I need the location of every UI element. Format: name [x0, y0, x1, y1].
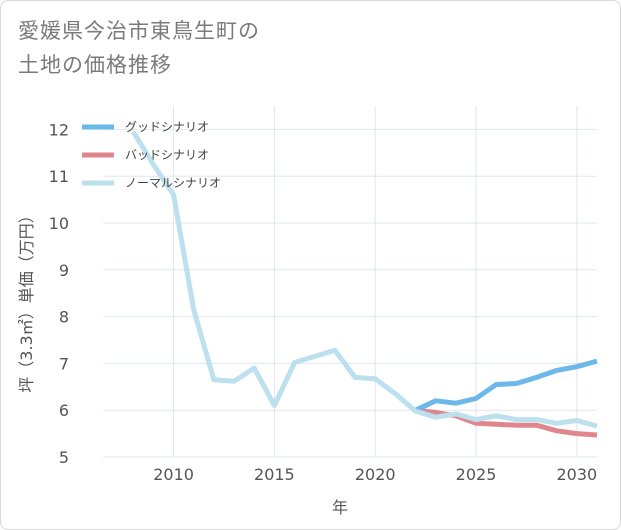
- y-tick-labels: 5 6 7 8 9 10 11 12: [49, 120, 69, 467]
- legend-label: バッドシナリオ: [125, 148, 209, 162]
- y-tick-label: 12: [49, 120, 69, 139]
- plot-area: [103, 106, 597, 457]
- series-lines: [131, 130, 598, 438]
- y-tick-label: 7: [59, 354, 69, 373]
- x-tick-label: 2025: [456, 465, 497, 484]
- x-tick-labels: 2010 2015 2020 2025 2030: [153, 465, 597, 484]
- chart-title-line1: 愛媛県今治市東鳥生町の: [18, 19, 260, 43]
- series-line-0: [414, 358, 598, 413]
- legend-label: ノーマルシナリオ: [125, 176, 221, 190]
- series-line-2: [131, 130, 598, 429]
- x-tick-label: 2015: [254, 465, 295, 484]
- y-tick-label: 5: [59, 448, 69, 467]
- x-tick-label: 2020: [355, 465, 396, 484]
- y-tick-label: 11: [49, 167, 69, 186]
- x-axis-title: 年: [332, 498, 348, 517]
- y-axis-title: 坪（3.3㎡）単価（万円）: [17, 207, 36, 392]
- chart-title: 愛媛県今治市東鳥生町の 土地の価格推移: [18, 14, 260, 82]
- x-tick-label: 2030: [556, 465, 597, 484]
- y-tick-label: 6: [59, 401, 69, 420]
- legend-label: グッドシナリオ: [125, 120, 209, 134]
- x-tick-label: 2010: [153, 465, 194, 484]
- chart-title-line2: 土地の価格推移: [18, 53, 172, 77]
- y-tick-label: 10: [49, 214, 69, 233]
- y-tick-label: 8: [59, 308, 69, 327]
- y-tick-label: 9: [59, 261, 69, 280]
